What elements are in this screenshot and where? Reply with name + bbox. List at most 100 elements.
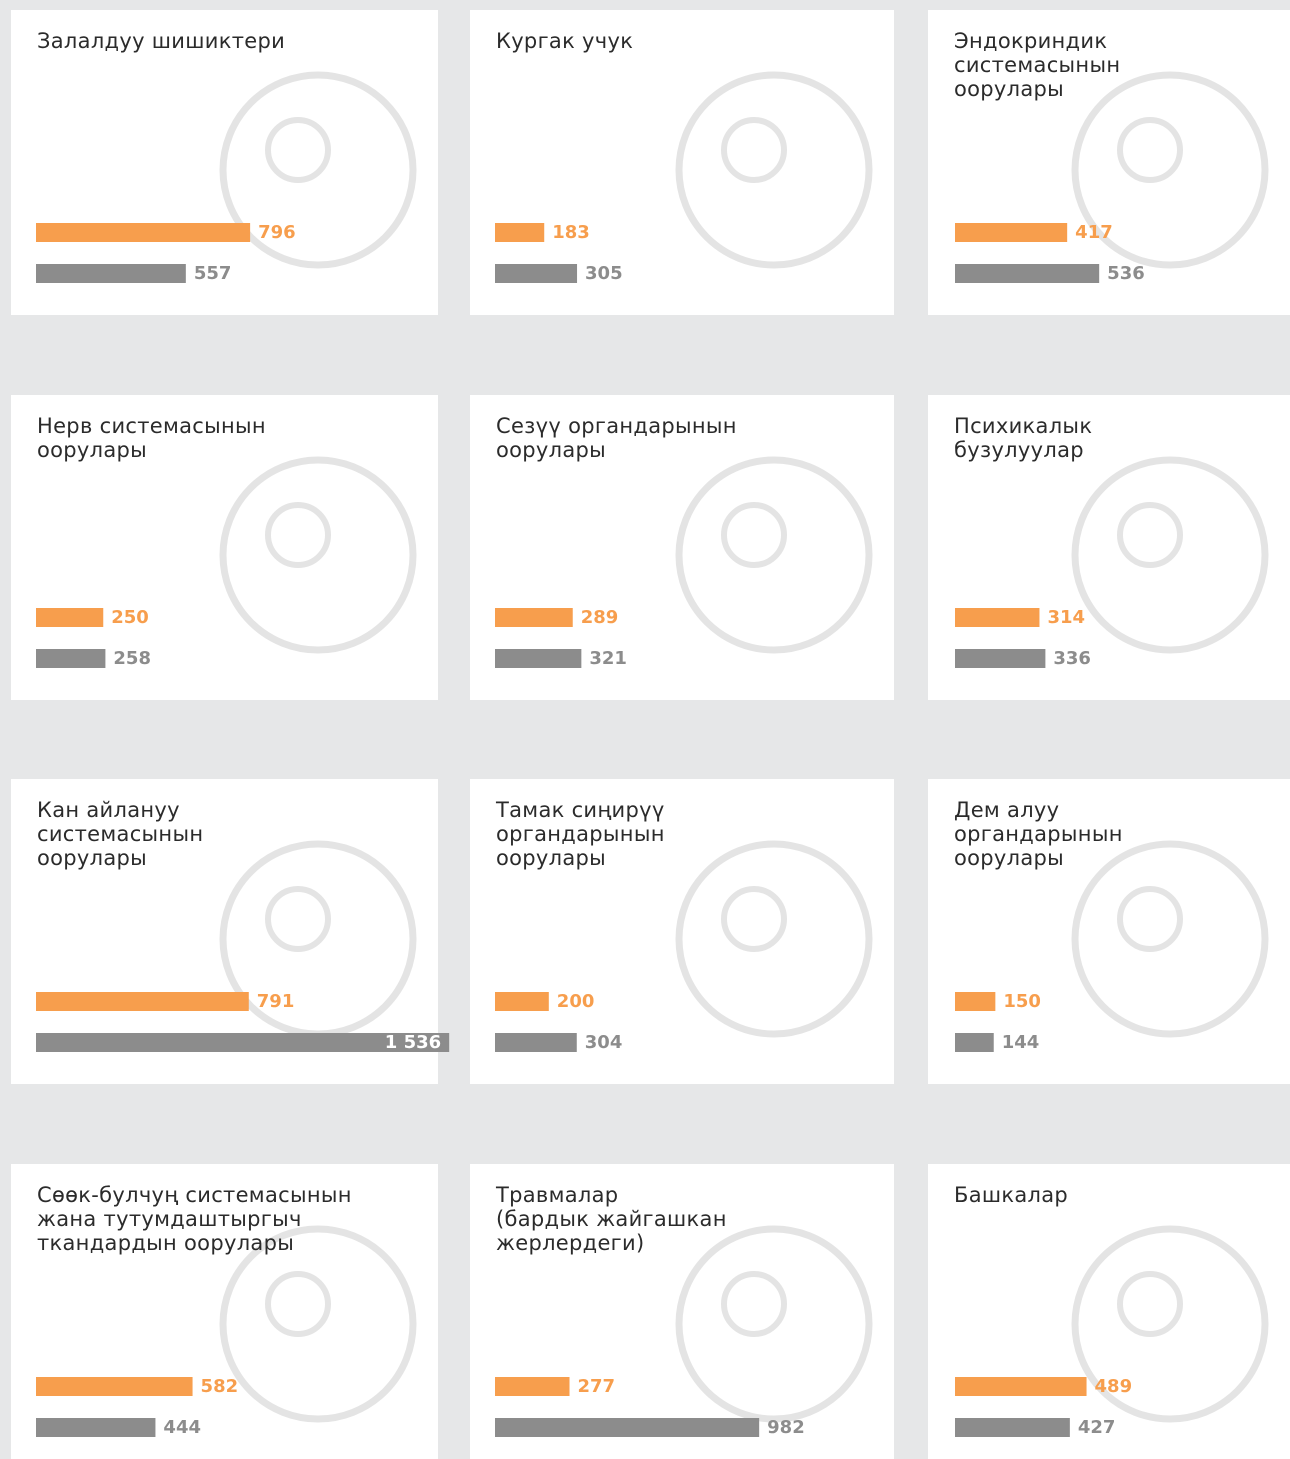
bar bbox=[955, 649, 1046, 668]
card-icon bbox=[721, 502, 787, 568]
card-title: Кургак учук bbox=[496, 29, 633, 53]
card-title: Тамак сиңирүү bbox=[495, 798, 665, 822]
value-label: 183 bbox=[552, 222, 590, 243]
value-label: 150 bbox=[1003, 991, 1041, 1012]
card-icon bbox=[219, 71, 417, 269]
value-label: 582 bbox=[201, 1376, 239, 1397]
value-label: 536 bbox=[1107, 263, 1145, 284]
card-title: оорулары bbox=[37, 438, 147, 462]
value-label: 321 bbox=[589, 648, 627, 669]
value-label: 1 536 bbox=[385, 1032, 441, 1053]
card-title: Залалдуу шишиктери bbox=[37, 29, 285, 53]
value-label: 289 bbox=[581, 607, 619, 628]
value-label: 417 bbox=[1075, 222, 1113, 243]
card-title: Травмалар bbox=[495, 1183, 618, 1207]
bar bbox=[36, 1418, 156, 1437]
card-title: Кан айлануу bbox=[37, 798, 180, 822]
value-label: 200 bbox=[557, 991, 595, 1012]
bar bbox=[36, 264, 186, 283]
card-title: Дем алуу bbox=[954, 798, 1059, 822]
card-title: оорулары bbox=[37, 846, 147, 870]
value-label: 427 bbox=[1078, 1417, 1116, 1438]
card-icon bbox=[1071, 840, 1269, 1038]
card-title: жерлердеги) bbox=[496, 1231, 644, 1255]
card-title: Башкалар bbox=[954, 1183, 1068, 1207]
card-icon bbox=[265, 117, 331, 183]
card-icon bbox=[265, 502, 331, 568]
value-label: 314 bbox=[1047, 607, 1085, 628]
card-title: органдарынын bbox=[954, 822, 1123, 846]
value-label: 336 bbox=[1053, 648, 1091, 669]
card-icon bbox=[1071, 71, 1269, 269]
card-title: бузулуулар bbox=[954, 438, 1084, 462]
bar bbox=[495, 1418, 760, 1437]
card-icon bbox=[219, 1225, 417, 1423]
bar bbox=[955, 223, 1068, 242]
card-title: Сезүү органдарынын bbox=[496, 414, 737, 438]
card-icon bbox=[675, 1225, 873, 1423]
card-icon bbox=[1117, 1271, 1183, 1337]
bar bbox=[955, 264, 1100, 283]
bar bbox=[36, 649, 106, 668]
card-icon bbox=[265, 1271, 331, 1337]
value-label: 304 bbox=[585, 1032, 623, 1053]
value-label: 791 bbox=[257, 991, 295, 1012]
card-title: Сөөк-булчуң системасынын bbox=[37, 1183, 352, 1207]
card-icon bbox=[1117, 117, 1183, 183]
card: Залалдуу шишиктери 796 557 bbox=[11, 10, 438, 315]
bar bbox=[955, 992, 996, 1011]
card-title: оорулары bbox=[954, 77, 1064, 101]
card: Башкалар 489 427 bbox=[928, 1164, 1290, 1459]
card-icon bbox=[265, 886, 331, 952]
card-icon bbox=[721, 886, 787, 952]
card-title: ткандардын оорулары bbox=[37, 1231, 294, 1255]
bar bbox=[495, 264, 578, 283]
card-icon bbox=[1071, 1225, 1269, 1423]
card-title: (бардык жайгашкан bbox=[496, 1207, 727, 1231]
card-icon bbox=[675, 71, 873, 269]
bar bbox=[36, 608, 104, 627]
card-title: системасынын bbox=[37, 822, 203, 846]
value-label: 796 bbox=[258, 222, 296, 243]
card-icon bbox=[675, 456, 873, 654]
card-icon bbox=[1117, 502, 1183, 568]
value-label: 557 bbox=[194, 263, 232, 284]
bar bbox=[36, 1033, 450, 1052]
card-icon bbox=[1071, 456, 1269, 654]
card-title: Эндокриндик bbox=[954, 29, 1107, 53]
card-icon bbox=[219, 456, 417, 654]
bar bbox=[495, 992, 549, 1011]
bar bbox=[495, 1377, 570, 1396]
value-label: 144 bbox=[1002, 1032, 1040, 1053]
card-title: системасынын bbox=[954, 53, 1120, 77]
value-label: 250 bbox=[111, 607, 149, 628]
bar bbox=[495, 223, 545, 242]
bar bbox=[36, 223, 251, 242]
bar bbox=[955, 1418, 1070, 1437]
card-title: оорулары bbox=[496, 846, 606, 870]
bar bbox=[36, 1377, 193, 1396]
value-label: 489 bbox=[1095, 1376, 1133, 1397]
bar bbox=[495, 608, 573, 627]
bar bbox=[955, 1377, 1087, 1396]
bar bbox=[955, 608, 1040, 627]
card-icon bbox=[721, 117, 787, 183]
card-title: Нерв системасынын bbox=[37, 414, 266, 438]
bar bbox=[955, 1033, 994, 1052]
card: Кургак учук 183 305 bbox=[470, 10, 894, 315]
bar bbox=[495, 1033, 577, 1052]
card-title: органдарынын bbox=[496, 822, 665, 846]
card-background bbox=[928, 1164, 1290, 1459]
card-title: жана тутумдаштыргыч bbox=[37, 1207, 302, 1231]
value-label: 258 bbox=[113, 648, 151, 669]
